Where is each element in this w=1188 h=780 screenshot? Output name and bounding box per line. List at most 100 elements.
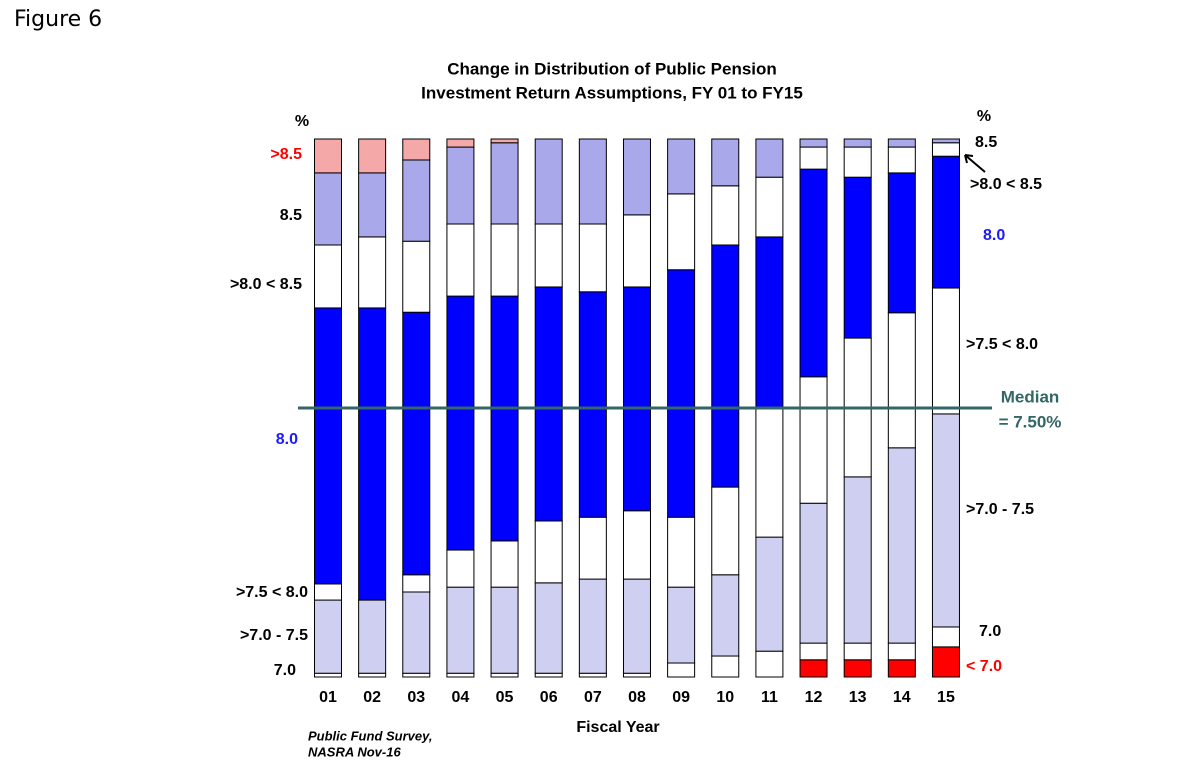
- bar-segment: [534, 520, 563, 584]
- bar-segment: [490, 138, 519, 144]
- bar-segment: [358, 599, 387, 674]
- bar-segment: [402, 672, 431, 678]
- segment-label: >7.0 - 7.5: [966, 501, 1034, 518]
- bar-segment: [755, 138, 784, 178]
- bar-segment: [755, 650, 784, 678]
- bar-segment: [843, 659, 872, 678]
- bar-segment: [358, 236, 387, 309]
- x-tick-label: 15: [937, 689, 955, 706]
- bar-segment: [799, 146, 828, 170]
- y-axis-label: %: [295, 113, 309, 130]
- bar-segment: [490, 295, 519, 542]
- x-tick-label: 03: [407, 689, 425, 706]
- bar-segment: [711, 138, 740, 187]
- bar-segment: [755, 176, 784, 238]
- segment-label: 8.5: [975, 134, 997, 151]
- bar-segment: [314, 672, 342, 678]
- bar-segment: [711, 185, 740, 246]
- bar-segment: [314, 172, 342, 246]
- bar-segment: [799, 642, 828, 661]
- bar-segment: [490, 540, 519, 588]
- bar-segment: [358, 672, 387, 678]
- bar-segment: [578, 291, 607, 518]
- bars: [314, 138, 960, 678]
- x-tick-label: 09: [672, 689, 690, 706]
- segment-label: >8.5: [270, 146, 302, 163]
- bar-segment: [931, 646, 960, 678]
- x-tick-label: 10: [716, 689, 734, 706]
- bar-segment: [578, 578, 607, 674]
- bar-segment: [446, 138, 475, 148]
- bar-segment: [887, 138, 916, 148]
- segment-label: >7.0 - 7.5: [240, 627, 308, 644]
- bar-segment: [931, 142, 960, 157]
- bar-segment: [755, 236, 784, 409]
- bar-segment: [314, 599, 342, 674]
- bar-segment: [799, 502, 828, 644]
- bar-segment: [667, 516, 696, 588]
- bar-segment: [578, 672, 607, 678]
- x-axis-label: Fiscal Year: [576, 719, 659, 736]
- bar-segment: [446, 586, 475, 674]
- x-tick-label: 14: [893, 689, 911, 706]
- bar-segment: [446, 672, 475, 678]
- bar-segment: [799, 376, 828, 504]
- segment-label: 8.0: [276, 431, 298, 448]
- bar-segment: [887, 642, 916, 661]
- segment-label: >7.5 < 8.0: [966, 336, 1038, 353]
- bar-segment: [358, 172, 387, 238]
- annotation: Median: [1001, 387, 1060, 406]
- bar-segment: [358, 307, 387, 601]
- bar-segment: [931, 413, 960, 628]
- bar-segment: [578, 138, 607, 225]
- bar-segment: [402, 138, 431, 161]
- bar-segment: [622, 286, 651, 512]
- bar-segment: [667, 193, 696, 271]
- source: Public Fund Survey,: [308, 728, 432, 743]
- bar-segment: [711, 655, 740, 678]
- bar-segment: [534, 286, 563, 522]
- bar-segment: [799, 168, 828, 378]
- bar-segment: [534, 672, 563, 678]
- source: NASRA Nov-16: [308, 744, 401, 759]
- segment-label: 8.5: [280, 207, 302, 224]
- bar-segment: [622, 138, 651, 216]
- bar-segment: [887, 312, 916, 449]
- bar-segment: [534, 138, 563, 225]
- bar-segment: [490, 142, 519, 225]
- bar-segment: [667, 662, 696, 678]
- bar-segment: [358, 138, 387, 174]
- bar-segment: [843, 642, 872, 661]
- bar-segment: [887, 659, 916, 678]
- bar-segment: [843, 176, 872, 339]
- bar-segment: [534, 582, 563, 674]
- bar-segment: [578, 516, 607, 580]
- bar-segment: [314, 138, 342, 174]
- bar-segment: [402, 311, 431, 576]
- segment-label: >8.0 < 8.5: [230, 276, 302, 293]
- arrow: [964, 154, 986, 173]
- bar-segment: [931, 138, 960, 144]
- bar-segment: [490, 586, 519, 674]
- bar-segment: [843, 476, 872, 644]
- y-axis-label: %: [977, 108, 991, 125]
- bar-segment: [843, 146, 872, 178]
- bar-segment: [402, 240, 431, 313]
- bar-segment: [446, 295, 475, 551]
- bar-segment: [402, 159, 431, 242]
- bar-segment: [667, 586, 696, 664]
- segment-label: 7.0: [979, 623, 1001, 640]
- segment-label: < 7.0: [966, 658, 1002, 675]
- segment-label: 8.0: [983, 227, 1005, 244]
- bar-segment: [931, 155, 960, 289]
- bar-segment: [931, 626, 960, 648]
- x-tick-label: 06: [540, 689, 558, 706]
- bar-segment: [622, 578, 651, 674]
- bar-segment: [446, 146, 475, 225]
- figure-label: Figure 6: [14, 7, 102, 32]
- bar-segment: [578, 223, 607, 293]
- bar-segment: [755, 407, 784, 538]
- x-tick-label: 05: [496, 689, 514, 706]
- bar-segment: [755, 536, 784, 652]
